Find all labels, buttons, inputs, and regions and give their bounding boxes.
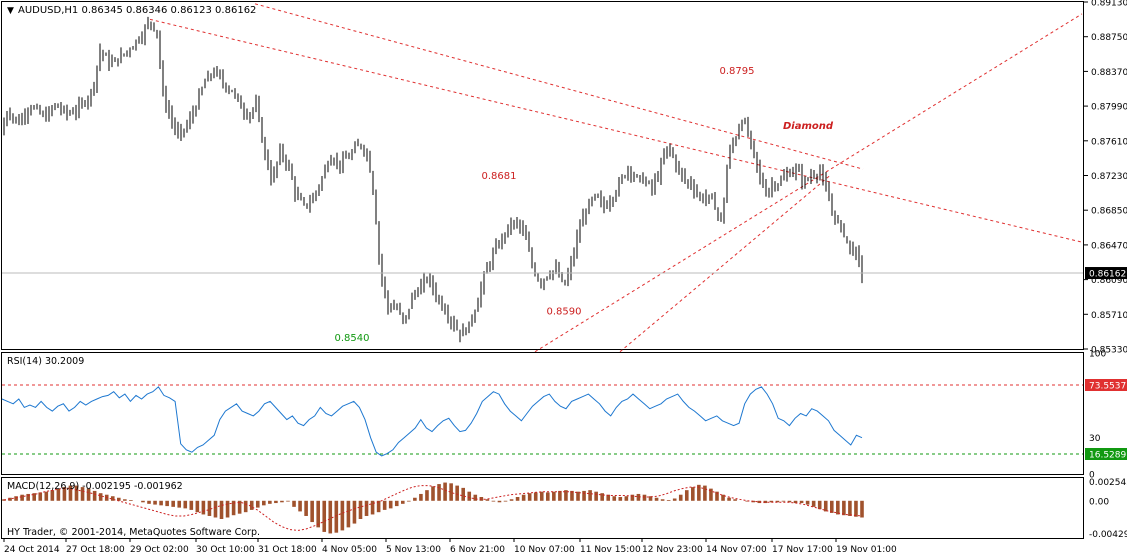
rsi-panel-frame (1, 352, 1084, 475)
time-tick-label: 14 Nov 07:00 (706, 545, 767, 555)
price-tick-label: 0.86850 (1091, 207, 1127, 217)
time-tick-label: 6 Nov 21:00 (450, 545, 505, 555)
trendline (619, 175, 831, 353)
trendlines (149, 3, 1083, 353)
pattern-label: Diamond (783, 121, 834, 132)
copyright-label: HY Trader, © 2001-2014, MetaQuotes Softw… (7, 527, 260, 538)
price-tick-label: 0.85330 (1091, 346, 1127, 356)
rsi-label: RSI(14) 30.2009 (7, 356, 84, 367)
time-tick-label: 19 Nov 01:00 (836, 545, 897, 555)
time-tick-label: 17 Nov 17:00 (772, 545, 833, 555)
price-tick-label: 0.88370 (1091, 68, 1127, 78)
time-tick-label: 29 Oct 02:00 (130, 545, 189, 555)
rsi-level-marker (1085, 448, 1127, 461)
time-tick-label: 5 Nov 13:00 (386, 545, 441, 555)
trendline (534, 13, 1083, 353)
price-level-label: 0.8590 (547, 306, 582, 317)
rsi-level-label: 16.5289 (1089, 451, 1126, 461)
macd-tick-label: 0.002543 (1089, 478, 1127, 488)
macd-tick-label: -0.00429 (1089, 530, 1127, 540)
price-level-label: 0.8540 (335, 333, 370, 344)
rsi-tick-label: 100 (1089, 350, 1106, 360)
time-tick-label: 11 Nov 15:00 (580, 545, 641, 555)
time-axis: 24 Oct 2014 27 Oct 18:00 29 Oct 02:00 30 Oc… (3, 538, 897, 555)
price-tick-label: 0.89130 (1091, 0, 1127, 9)
price-tick-label: 0.86090 (1091, 276, 1127, 286)
price-tick-label: 0.88750 (1091, 33, 1127, 43)
current-price-label: 0.86162 (1089, 270, 1126, 280)
time-tick-label: 30 Oct 10:00 (196, 545, 255, 555)
rsi-line (1, 386, 863, 457)
trendline (149, 18, 1083, 243)
time-tick-label: 4 Nov 05:00 (322, 545, 377, 555)
price-panel-frame (1, 1, 1084, 350)
time-tick-label: 27 Oct 18:00 (66, 545, 125, 555)
macd-tick-label: 0.00 (1089, 497, 1109, 507)
rsi-indicator: 100 30 0 73.5537 16.5289 (1, 350, 1127, 481)
price-axis: 0.89130 0.88750 0.88370 0.87990 0.87610 0.872… (1084, 0, 1127, 356)
time-tick-label: 10 Nov 07:00 (514, 545, 575, 555)
time-tick-label: 31 Oct 18:00 (258, 545, 317, 555)
rsi-tick-label: 30 (1089, 434, 1101, 444)
symbol-ohlc-label: AUDUSD,H1 0.86345 0.86346 0.86123 0.8616… (18, 5, 256, 16)
time-tick-label: 24 Oct 2014 (4, 545, 60, 555)
price-tick-label: 0.85710 (1091, 311, 1127, 321)
macd-panel-frame (1, 477, 1084, 539)
chart-menu-icon[interactable]: ▼ (7, 6, 14, 16)
price-level-label: 0.8795 (720, 66, 755, 77)
price-candles (3, 16, 863, 343)
time-tick-label: 12 Nov 23:00 (642, 545, 703, 555)
price-tick-label: 0.87230 (1091, 172, 1127, 182)
current-price-marker (1085, 267, 1127, 280)
macd-indicator: 0.002543 0.00 -0.00429 (2, 478, 1127, 540)
price-level-label: 0.8681 (482, 171, 517, 182)
rsi-level-label: 73.5537 (1089, 382, 1126, 392)
rsi-level-marker (1085, 379, 1127, 392)
price-annotations: 0.8795 Diamond 0.8681 0.8590 0.8540 (335, 66, 834, 344)
price-tick-label: 0.87990 (1091, 103, 1127, 113)
price-tick-label: 0.86470 (1091, 241, 1127, 251)
rsi-tick-label: 0 (1089, 471, 1095, 481)
macd-label: MACD(12,26,9) -0.002195 -0.001962 (7, 481, 183, 492)
price-tick-label: 0.87610 (1091, 137, 1127, 147)
